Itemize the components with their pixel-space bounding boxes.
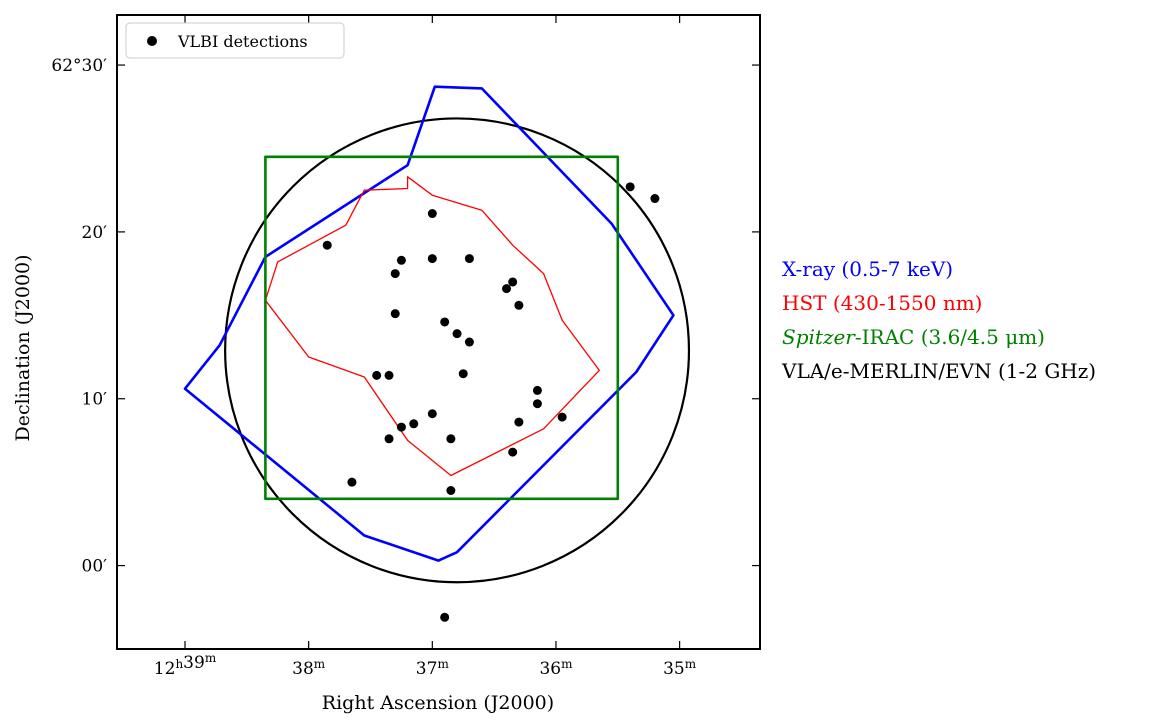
vlbi-point-14 [372, 370, 382, 380]
vlbi-point-20 [557, 412, 567, 422]
vlbi-point-6 [390, 269, 400, 279]
x-tick-label-4: 35m [663, 657, 697, 679]
radio-circle-vla-e-merlin-evn [224, 117, 691, 584]
legend-spitzer-rest: -IRAC (3.6/4.5 μm) [854, 325, 1045, 349]
vlbi-point-25 [508, 447, 518, 457]
vlbi-point-16 [458, 369, 468, 379]
vlbi-point-19 [427, 409, 437, 419]
vlbi-point-27 [347, 477, 357, 487]
vlbi-point-15 [384, 370, 394, 380]
vlbi-point-18 [532, 399, 542, 409]
vlbi-point-29 [440, 612, 450, 622]
y-tick-label-2: 20′ [82, 223, 108, 243]
vlbi-point-12 [452, 329, 462, 339]
vlbi-point-2 [322, 240, 332, 250]
vlbi-point-0 [625, 182, 635, 192]
vlbi-point-10 [390, 309, 400, 319]
y-axis-label: Declination (J2000) [12, 254, 34, 441]
y-tick-label-3: 62°30′ [51, 56, 107, 76]
x-tick-label-1: 38m [292, 657, 326, 679]
vlbi-point-21 [409, 419, 419, 429]
x-tick-label-3: 36m [539, 657, 573, 679]
vlbi-point-3 [396, 255, 406, 265]
vlbi-point-22 [396, 422, 406, 432]
vlbi-point-11 [440, 317, 450, 327]
vlbi-point-1 [650, 194, 660, 204]
legend-box: VLBI detections [125, 22, 345, 59]
vlbi-point-9 [514, 300, 524, 310]
vlbi-point-17 [532, 385, 542, 395]
vlbi-point-8 [502, 284, 512, 294]
y-tick-label-0: 00′ [82, 557, 108, 577]
y-tick-label-1: 10′ [82, 390, 108, 410]
vlbi-point-4 [427, 254, 437, 264]
legend-radio: VLA/e-MERLIN/EVN (1-2 GHz) [782, 359, 1097, 383]
side-legend: X-ray (0.5-7 keV) HST (430-1550 nm) Spit… [782, 252, 1096, 388]
vlbi-point-5 [464, 254, 474, 264]
vlbi-point-28 [446, 486, 456, 495]
legend-hst: HST (430-1550 nm) [782, 291, 983, 315]
vlbi-point-26 [514, 417, 524, 427]
legend-label: VLBI detections [177, 32, 308, 51]
plot-frame [116, 14, 761, 650]
footprint-spitzer-irac [264, 155, 620, 501]
vlbi-point-13 [464, 337, 474, 347]
footprint-hst [264, 176, 600, 477]
vlbi-point-24 [384, 434, 394, 444]
x-axis-label: Right Ascension (J2000) [322, 692, 554, 714]
vlbi-point-7 [508, 277, 518, 287]
legend-xray: X-ray (0.5-7 keV) [782, 257, 954, 281]
legend-marker [147, 36, 157, 46]
x-tick-label-2: 37m [416, 657, 450, 679]
vlbi-point-23 [446, 434, 456, 444]
x-tick-label-0: 12h39m [154, 651, 217, 679]
legend-spitzer-italic: Spitzer [782, 325, 855, 349]
legend-frame [125, 22, 345, 59]
legend-spitzer: Spitzer-IRAC (3.6/4.5 μm) [782, 320, 1096, 354]
vlbi-point-30 [427, 209, 437, 219]
